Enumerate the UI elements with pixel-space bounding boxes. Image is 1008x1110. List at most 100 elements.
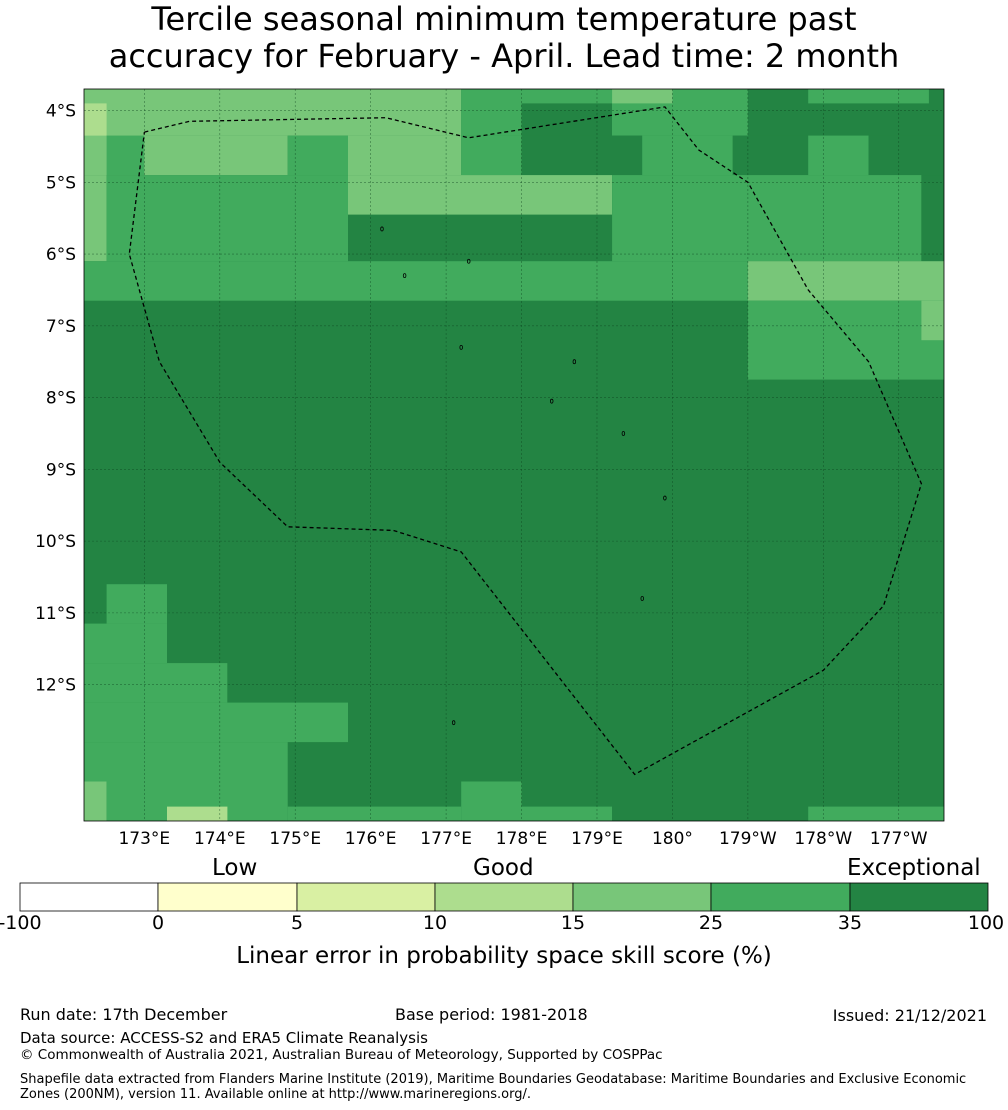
colorbar-swatch (157, 882, 298, 912)
data-source: Data source: ACCESS-S2 and ERA5 Climate … (20, 1029, 428, 1047)
shapefile-credit: Shapefile data extracted from Flanders M… (20, 1072, 967, 1102)
lat-tick-label: 8°S (46, 389, 76, 409)
island (663, 495, 667, 501)
skill-cell (84, 781, 107, 821)
skill-cell (84, 742, 288, 782)
skill-cell (106, 175, 348, 262)
colorbar-heading-good: Good (473, 855, 534, 881)
lat-tick-label: 10°S (35, 532, 76, 552)
colorbar-tick: 15 (560, 912, 586, 934)
colorbar-swatch (572, 882, 712, 912)
island (451, 720, 456, 726)
lon-tick-label: 180° (652, 829, 693, 849)
colorbar-swatch (19, 882, 159, 912)
skill-cell (521, 103, 612, 136)
skill-cell (106, 135, 145, 176)
map-frame (83, 88, 945, 822)
issued-date: Issued: 21/12/2021 (832, 1006, 987, 1025)
colorbar-swatch (296, 882, 436, 912)
skill-cell (348, 135, 462, 176)
skill-cell (868, 135, 944, 176)
colorbar-tick: 0 (151, 912, 165, 934)
lat-tick-label: 9°S (46, 460, 76, 480)
skill-cell (808, 135, 869, 176)
skill-cell (84, 175, 107, 262)
colorbar-tick: 5 (290, 912, 304, 934)
skill-cell (808, 89, 929, 104)
island (640, 596, 644, 601)
lon-tick-label: 178°W (794, 829, 852, 849)
skill-cell (732, 135, 809, 176)
lon-tick-label: 176°E (345, 829, 397, 849)
lat-tick-label: 6°S (46, 245, 76, 265)
copyright: © Commonwealth of Australia 2021, Austra… (20, 1047, 663, 1063)
lon-tick-label: 179°W (719, 829, 777, 849)
skill-cell (747, 300, 944, 380)
lon-tick-label: 175°E (269, 829, 321, 849)
skill-cell (106, 584, 167, 624)
colorbar-heading-low: Low (212, 855, 258, 881)
skill-cell (521, 806, 612, 821)
colorbar-tick: 100 (967, 912, 1005, 934)
lat-tick-label: 7°S (46, 317, 76, 337)
island (402, 273, 407, 278)
island (572, 359, 577, 365)
skill-cell (287, 806, 462, 821)
skill-cell (167, 806, 228, 821)
longitude-labels: 173°E 174°E 175°E 176°E 177°E 178°E 179°E 180° 1… (118, 829, 927, 849)
run-date: Run date: 17th December (20, 1005, 228, 1024)
colorbar-swatch (849, 882, 989, 912)
lon-tick-label: 177°E (420, 829, 472, 849)
skill-cell (808, 806, 944, 821)
colorbar (19, 882, 989, 912)
skill-cell (921, 175, 944, 262)
colorbar-heading-exceptional: Exceptional (847, 855, 981, 881)
lat-tick-label: 5°S (46, 173, 76, 193)
colorbar-tick: 35 (837, 912, 863, 934)
island (459, 344, 463, 350)
skill-cell (84, 663, 228, 703)
skill-cell (144, 135, 288, 176)
island (380, 226, 384, 232)
lat-tick-label: 12°S (35, 676, 76, 696)
colorbar-swatch (710, 882, 851, 912)
skill-cell (84, 702, 348, 743)
base-period: Base period: 1981-2018 (395, 1005, 588, 1024)
latitude-labels: 4°S 5°S 6°S 7°S 8°S 9°S 10°S 11°S 12°S (35, 102, 76, 696)
colorbar-swatch (434, 882, 574, 912)
skill-grid-cells (84, 89, 944, 821)
skill-cell (461, 135, 522, 176)
lon-tick-label: 177°W (870, 829, 928, 849)
lon-tick-label: 173°E (118, 829, 170, 849)
skill-cell (84, 261, 748, 301)
lat-tick-label: 11°S (35, 604, 76, 624)
skill-cell (84, 103, 107, 140)
skill-cell (348, 175, 612, 215)
skill-cell (612, 89, 673, 104)
skill-cell (287, 135, 349, 176)
colorbar-tick: 10 (422, 912, 448, 934)
colorbar-tick: -100 (0, 912, 42, 934)
island (467, 258, 471, 264)
chart-title-line-2: accuracy for February - April. Lead time… (108, 37, 900, 75)
skill-cell (921, 300, 944, 341)
colorbar-label: Linear error in probability space skill … (236, 943, 772, 969)
island (621, 431, 626, 436)
skill-cell (642, 135, 733, 176)
skill-cell (612, 175, 922, 262)
island (550, 398, 554, 404)
lat-tick-label: 4°S (46, 102, 76, 122)
graticule (84, 89, 944, 821)
lon-tick-label: 178°E (496, 829, 548, 849)
skill-cell (84, 89, 462, 136)
lon-tick-label: 179°E (571, 829, 623, 849)
lon-tick-label: 174°E (194, 829, 246, 849)
skill-cell (521, 135, 643, 176)
skill-cell (84, 623, 167, 664)
chart-title-line-1: Tercile seasonal minimum temperature pas… (151, 0, 857, 38)
skill-cell (747, 261, 944, 301)
island-markers (380, 226, 667, 726)
colorbar-tick: 25 (698, 912, 724, 934)
skill-cell (461, 781, 522, 821)
